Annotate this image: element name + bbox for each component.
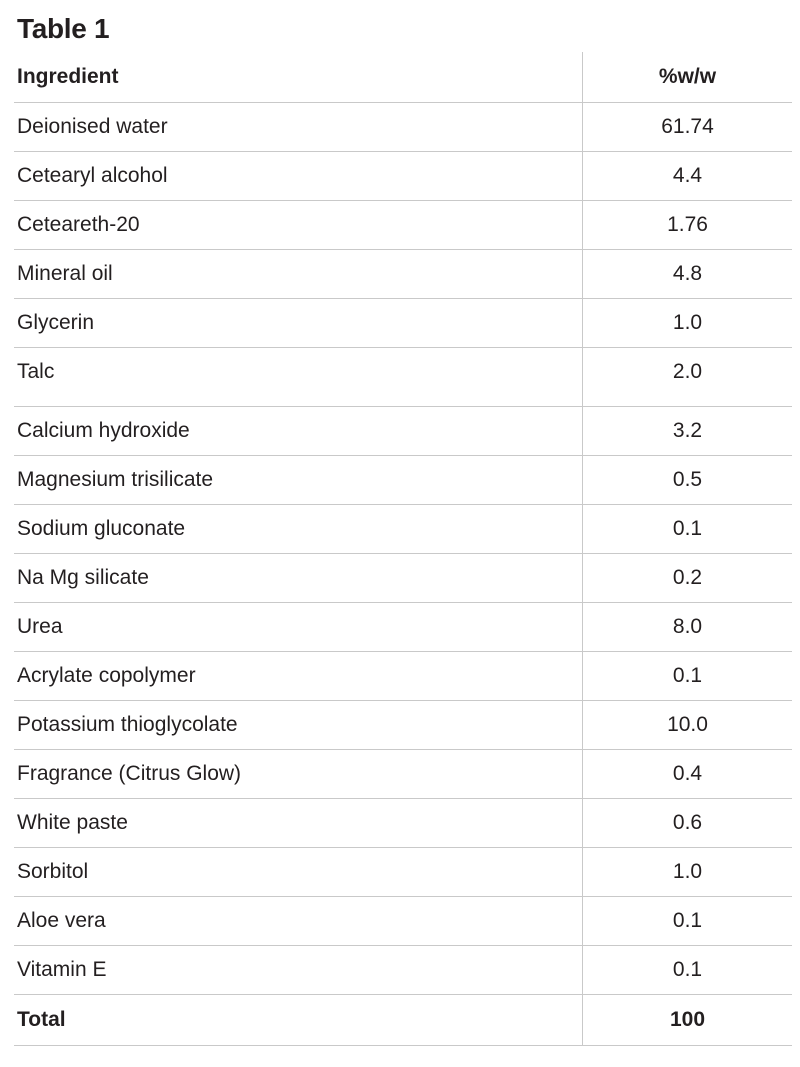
table-title: Table 1 [17, 13, 110, 44]
value-cell: 4.4 [582, 152, 792, 200]
ingredient-cell: Glycerin [17, 311, 95, 334]
value-cell: 0.4 [582, 750, 792, 798]
table-row: Deionised water 61.74 [14, 103, 792, 152]
value-cell: 0.5 [582, 456, 792, 504]
ingredient-cell: Talc [17, 360, 55, 383]
ingredient-cell: Na Mg silicate [17, 566, 149, 589]
value-cell: 2.0 [582, 348, 792, 406]
table-row: Vitamin E 0.1 [14, 946, 792, 995]
table-row: White paste 0.6 [14, 799, 792, 848]
ingredient-cell: Deionised water [17, 115, 168, 138]
ingredient-cell: Sorbitol [17, 860, 89, 883]
value-cell: 10.0 [582, 701, 792, 749]
ingredient-cell: Ceteareth-20 [17, 213, 140, 236]
ingredient-cell: Sodium gluconate [17, 517, 186, 540]
value-cell: 0.1 [582, 505, 792, 553]
value-cell: 1.0 [582, 299, 792, 347]
ingredient-cell: White paste [17, 811, 128, 834]
table-row: Magnesium trisilicate 0.5 [14, 456, 792, 505]
value-cell: 61.74 [582, 103, 792, 151]
table-row: Na Mg silicate 0.2 [14, 554, 792, 603]
value-cell: 1.0 [582, 848, 792, 896]
ingredient-cell: Urea [17, 615, 63, 638]
value-cell: 0.6 [582, 799, 792, 847]
value-cell: 0.1 [582, 897, 792, 945]
table-row: Sorbitol 1.0 [14, 848, 792, 897]
table-row: Mineral oil 4.8 [14, 250, 792, 299]
column-header-ingredient: Ingredient [17, 65, 119, 88]
value-cell: 0.1 [582, 652, 792, 700]
table-total-row: Total 100 [14, 995, 792, 1046]
ingredient-cell: Vitamin E [17, 958, 107, 981]
value-cell: 0.2 [582, 554, 792, 602]
table-row: Ceteareth-20 1.76 [14, 201, 792, 250]
value-cell: 8.0 [582, 603, 792, 651]
table-row: Aloe vera 0.1 [14, 897, 792, 946]
table-row: Fragrance (Citrus Glow) 0.4 [14, 750, 792, 799]
total-label-cell: Total [17, 1008, 66, 1031]
value-cell: 3.2 [582, 407, 792, 455]
table-row: Cetearyl alcohol 4.4 [14, 152, 792, 201]
table-row: Urea 8.0 [14, 603, 792, 652]
value-cell: 0.1 [582, 946, 792, 994]
ingredient-cell: Fragrance (Citrus Glow) [17, 762, 242, 785]
ingredient-cell: Potassium thioglycolate [17, 713, 238, 736]
ingredient-cell: Mineral oil [17, 262, 113, 285]
table-row: Glycerin 1.0 [14, 299, 792, 348]
value-cell: 4.8 [582, 250, 792, 298]
ingredient-cell: Aloe vera [17, 909, 106, 932]
table-row: Potassium thioglycolate 10.0 [14, 701, 792, 750]
table-header-row: Ingredient %w/w [14, 52, 792, 103]
table-row: Sodium gluconate 0.1 [14, 505, 792, 554]
ingredient-cell: Magnesium trisilicate [17, 468, 214, 491]
ingredient-cell: Acrylate copolymer [17, 664, 196, 687]
ingredients-table: Ingredient %w/w Deionised water 61.74 Ce… [14, 52, 792, 1046]
value-cell: 1.76 [582, 201, 792, 249]
column-header-value: %w/w [582, 52, 792, 102]
table-row: Acrylate copolymer 0.1 [14, 652, 792, 701]
total-value-cell: 100 [582, 995, 792, 1045]
ingredient-cell: Calcium hydroxide [17, 419, 190, 442]
table-row: Calcium hydroxide 3.2 [14, 407, 792, 456]
table-row: Talc 2.0 [14, 348, 792, 407]
ingredient-cell: Cetearyl alcohol [17, 164, 168, 187]
